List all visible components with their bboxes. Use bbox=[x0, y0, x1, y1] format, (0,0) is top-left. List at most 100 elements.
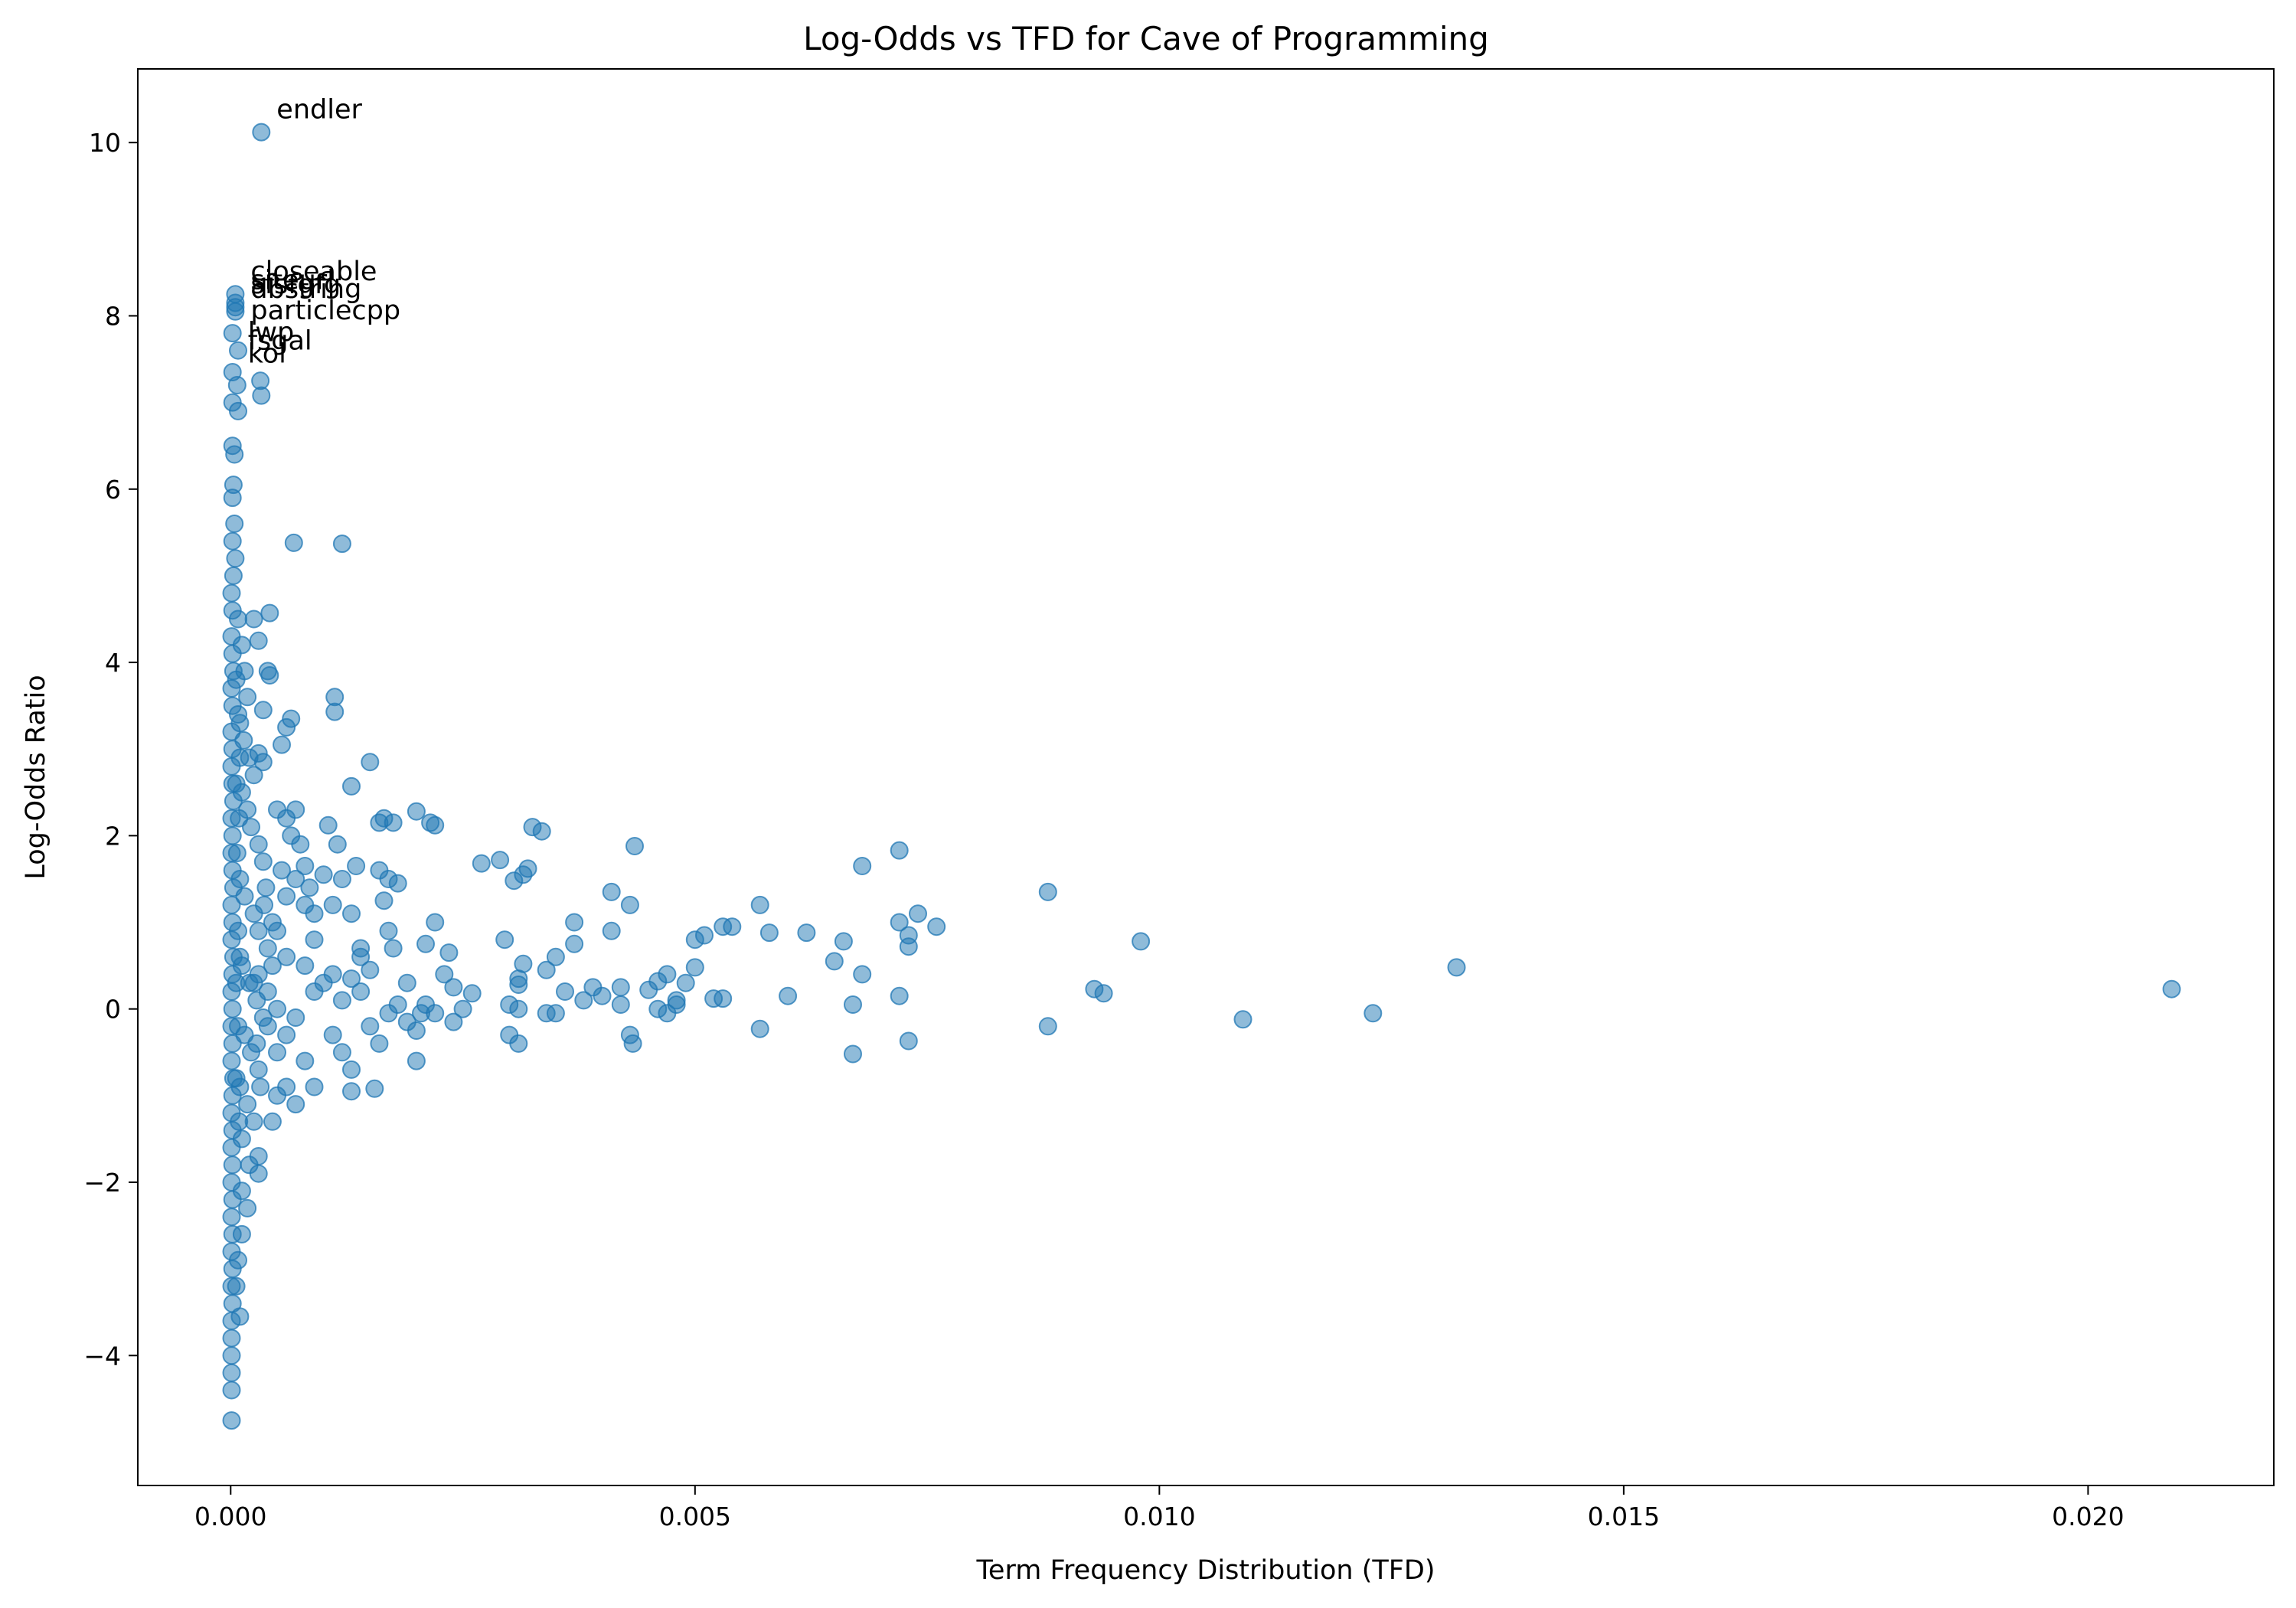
data-point bbox=[222, 1381, 241, 1400]
data-point bbox=[305, 1077, 324, 1097]
data-point bbox=[229, 705, 247, 724]
data-point bbox=[232, 636, 251, 655]
data-point bbox=[227, 1069, 246, 1088]
data-point bbox=[260, 603, 279, 623]
data-point bbox=[472, 854, 491, 873]
x-tick-label: 0.005 bbox=[659, 1502, 731, 1531]
data-point bbox=[426, 1004, 445, 1023]
data-point bbox=[797, 923, 816, 943]
data-point bbox=[714, 989, 733, 1008]
data-point bbox=[1364, 1004, 1383, 1023]
annotations-layer: endler closeablesiteurlsfsfgfgdbstringpar… bbox=[248, 95, 400, 370]
data-point bbox=[222, 583, 241, 603]
data-point bbox=[853, 857, 872, 875]
data-point bbox=[890, 841, 909, 860]
data-point bbox=[332, 534, 351, 554]
chart-title: Log-Odds vs TFD for Cave of Programming bbox=[803, 20, 1489, 57]
data-point bbox=[518, 859, 537, 878]
data-point bbox=[277, 947, 296, 966]
x-tick-label: 0.015 bbox=[1588, 1502, 1660, 1531]
data-point bbox=[232, 1181, 251, 1201]
point-annotation: lwp bbox=[248, 317, 295, 348]
data-point bbox=[277, 1077, 296, 1097]
y-tick-label: −2 bbox=[83, 1168, 121, 1198]
data-point bbox=[225, 515, 244, 533]
data-point bbox=[230, 947, 250, 966]
data-point bbox=[899, 1031, 918, 1051]
data-point bbox=[226, 549, 245, 568]
data-point bbox=[238, 1095, 257, 1114]
data-point bbox=[332, 1043, 351, 1062]
data-point bbox=[249, 1060, 268, 1079]
data-point bbox=[286, 1095, 305, 1114]
data-point bbox=[286, 870, 305, 888]
data-point bbox=[249, 631, 268, 650]
data-point bbox=[222, 1346, 241, 1365]
data-point bbox=[244, 766, 263, 785]
data-point bbox=[899, 926, 918, 945]
data-point bbox=[546, 1004, 565, 1023]
data-point bbox=[222, 1363, 241, 1382]
data-point bbox=[230, 1112, 249, 1131]
data-point bbox=[328, 835, 347, 854]
data-point bbox=[342, 969, 361, 989]
data-point bbox=[223, 999, 242, 1018]
y-tick-label: 6 bbox=[105, 475, 121, 505]
data-point bbox=[286, 800, 305, 819]
data-point bbox=[286, 1008, 305, 1027]
data-point bbox=[853, 965, 872, 984]
data-point bbox=[296, 956, 315, 976]
data-point bbox=[625, 837, 644, 855]
data-point bbox=[296, 1051, 315, 1070]
data-point bbox=[384, 813, 403, 832]
data-point bbox=[676, 973, 695, 992]
data-point bbox=[495, 930, 514, 949]
data-point bbox=[1233, 1010, 1253, 1029]
data-point bbox=[234, 730, 253, 750]
data-point bbox=[750, 1019, 769, 1038]
data-point bbox=[223, 826, 242, 845]
data-point bbox=[1038, 882, 1057, 901]
data-point bbox=[462, 984, 482, 1003]
data-point bbox=[224, 566, 243, 585]
data-point bbox=[374, 891, 394, 910]
data-point bbox=[565, 913, 584, 932]
data-point bbox=[256, 878, 276, 897]
data-point bbox=[351, 982, 371, 1001]
data-point bbox=[1132, 932, 1151, 951]
data-point bbox=[244, 610, 263, 629]
data-point bbox=[229, 610, 247, 629]
data-point bbox=[342, 1082, 361, 1101]
data-point bbox=[314, 865, 333, 884]
data-point bbox=[253, 753, 273, 772]
data-point bbox=[602, 921, 621, 940]
point-annotation: closeable bbox=[250, 257, 377, 287]
data-point bbox=[227, 1276, 246, 1296]
data-point bbox=[834, 932, 853, 951]
data-point bbox=[227, 844, 247, 862]
data-point bbox=[227, 973, 246, 992]
data-point bbox=[611, 978, 630, 997]
data-point bbox=[227, 376, 247, 394]
data-point bbox=[229, 341, 247, 360]
y-tick-label: 4 bbox=[105, 648, 121, 678]
data-point bbox=[249, 1164, 268, 1183]
point-annotation: dbstring bbox=[250, 274, 361, 305]
data-point bbox=[296, 857, 315, 875]
data-point bbox=[230, 870, 250, 888]
data-point bbox=[223, 531, 242, 551]
data-point bbox=[332, 870, 351, 888]
data-point bbox=[238, 1198, 257, 1217]
data-point bbox=[407, 1021, 426, 1040]
data-point bbox=[397, 973, 416, 992]
y-tick-label: 2 bbox=[105, 821, 121, 851]
data-point bbox=[263, 1112, 282, 1131]
data-point bbox=[229, 401, 247, 420]
data-point bbox=[509, 999, 528, 1018]
data-point bbox=[323, 1025, 342, 1044]
data-point bbox=[249, 1147, 268, 1165]
data-point bbox=[232, 1129, 251, 1149]
data-point bbox=[844, 995, 862, 1014]
x-axis-label: Term Frequency Distribution (TFD) bbox=[976, 1555, 1435, 1586]
